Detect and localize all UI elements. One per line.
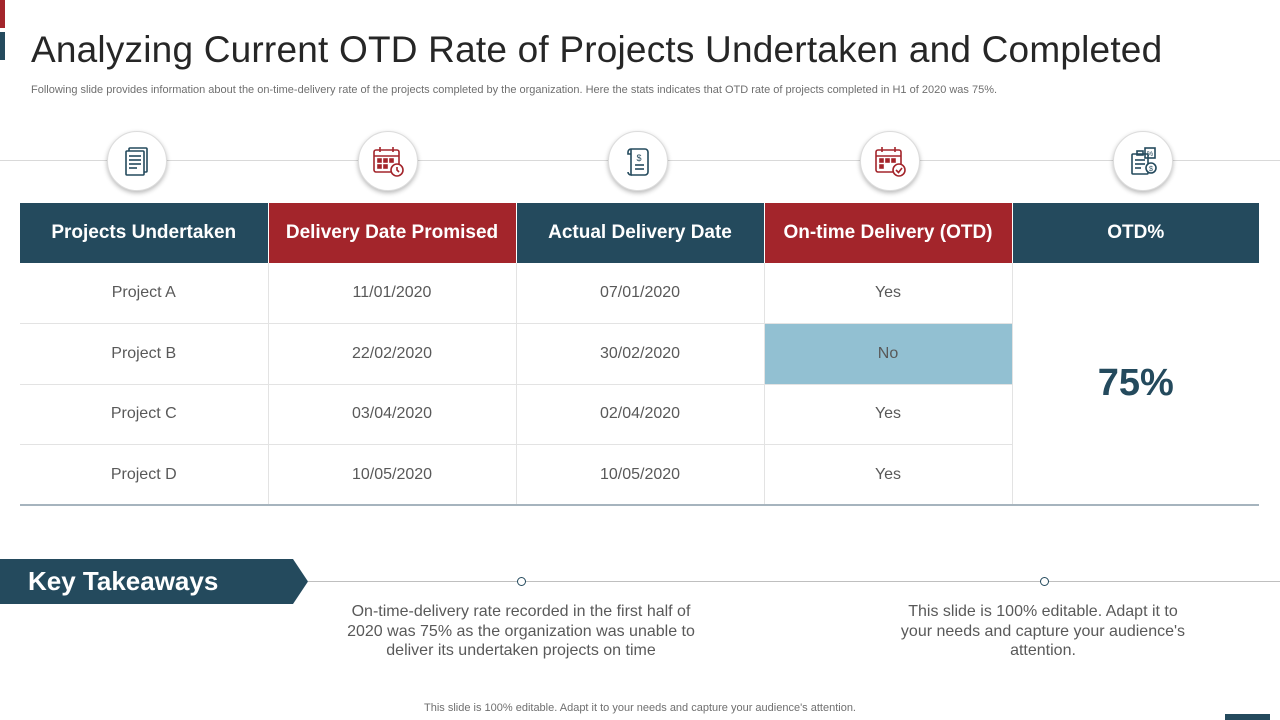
- project-name-cell: Project D: [20, 444, 269, 506]
- svg-text:$: $: [1149, 166, 1153, 173]
- takeaway-text-2: This slide is 100% editable. Adapt it to…: [900, 603, 1186, 659]
- actual-date-cell: 02/04/2020: [516, 384, 765, 445]
- takeaways-divider: [308, 581, 1280, 582]
- otd-status-cell-highlighted: No: [764, 323, 1013, 385]
- takeaway-marker: [1040, 577, 1049, 586]
- header-otd-percent: OTD%: [1012, 203, 1259, 263]
- page-subtitle: Following slide provides information abo…: [31, 84, 998, 96]
- invoice-scroll-icon: $: [608, 131, 668, 191]
- header-projects-undertaken: Projects Undertaken: [20, 203, 269, 263]
- project-name-cell: Project A: [20, 263, 269, 324]
- corner-accent-teal: [0, 32, 5, 60]
- actual-date-cell: 07/01/2020: [516, 263, 765, 324]
- promised-date-cell: 11/01/2020: [268, 263, 517, 324]
- otd-percent-value: 75%: [1012, 263, 1259, 506]
- otd-table: Projects Undertaken Delivery Date Promis…: [20, 203, 1259, 506]
- table-row: Project C 03/04/2020 02/04/2020 Yes: [20, 384, 1259, 445]
- project-name-cell: Project B: [20, 323, 269, 385]
- corner-accent-red: [0, 0, 5, 28]
- otd-status-cell: Yes: [764, 263, 1013, 324]
- promised-date-cell: 22/02/2020: [268, 323, 517, 385]
- takeaway-marker: [517, 577, 526, 586]
- header-on-time-delivery: On-time Delivery (OTD): [764, 203, 1013, 263]
- promised-date-cell: 03/04/2020: [268, 384, 517, 445]
- table-row: Project D 10/05/2020 10/05/2020 Yes: [20, 444, 1259, 506]
- actual-date-cell: 10/05/2020: [516, 444, 765, 506]
- otd-status-cell: Yes: [764, 444, 1013, 506]
- promised-date-cell: 10/05/2020: [268, 444, 517, 506]
- calendar-check-icon: [860, 131, 920, 191]
- footer-note: This slide is 100% editable. Adapt it to…: [424, 702, 856, 714]
- page-title: Analyzing Current OTD Rate of Projects U…: [31, 29, 1163, 70]
- key-takeaways-label: Key Takeaways: [28, 566, 219, 596]
- svg-text:%: %: [1147, 151, 1153, 158]
- document-icon: [107, 131, 167, 191]
- key-takeaways-banner: [0, 559, 308, 604]
- table-row: Project A 11/01/2020 07/01/2020 Yes 75%: [20, 263, 1259, 506]
- table-header-row: Projects Undertaken Delivery Date Promis…: [20, 203, 1259, 263]
- calendar-clock-icon: [358, 131, 418, 191]
- project-name-cell: Project C: [20, 384, 269, 445]
- header-delivery-date-promised: Delivery Date Promised: [268, 203, 517, 263]
- actual-date-cell: 30/02/2020: [516, 323, 765, 385]
- header-actual-delivery-date: Actual Delivery Date: [516, 203, 765, 263]
- finance-report-icon: % $: [1113, 131, 1173, 191]
- otd-status-cell: Yes: [764, 384, 1013, 445]
- takeaway-text-1: On-time-delivery rate recorded in the fi…: [347, 603, 695, 659]
- corner-accent-bottom: [1225, 714, 1270, 720]
- table-row: Project B 22/02/2020 30/02/2020 No: [20, 323, 1259, 385]
- svg-text:$: $: [636, 153, 641, 163]
